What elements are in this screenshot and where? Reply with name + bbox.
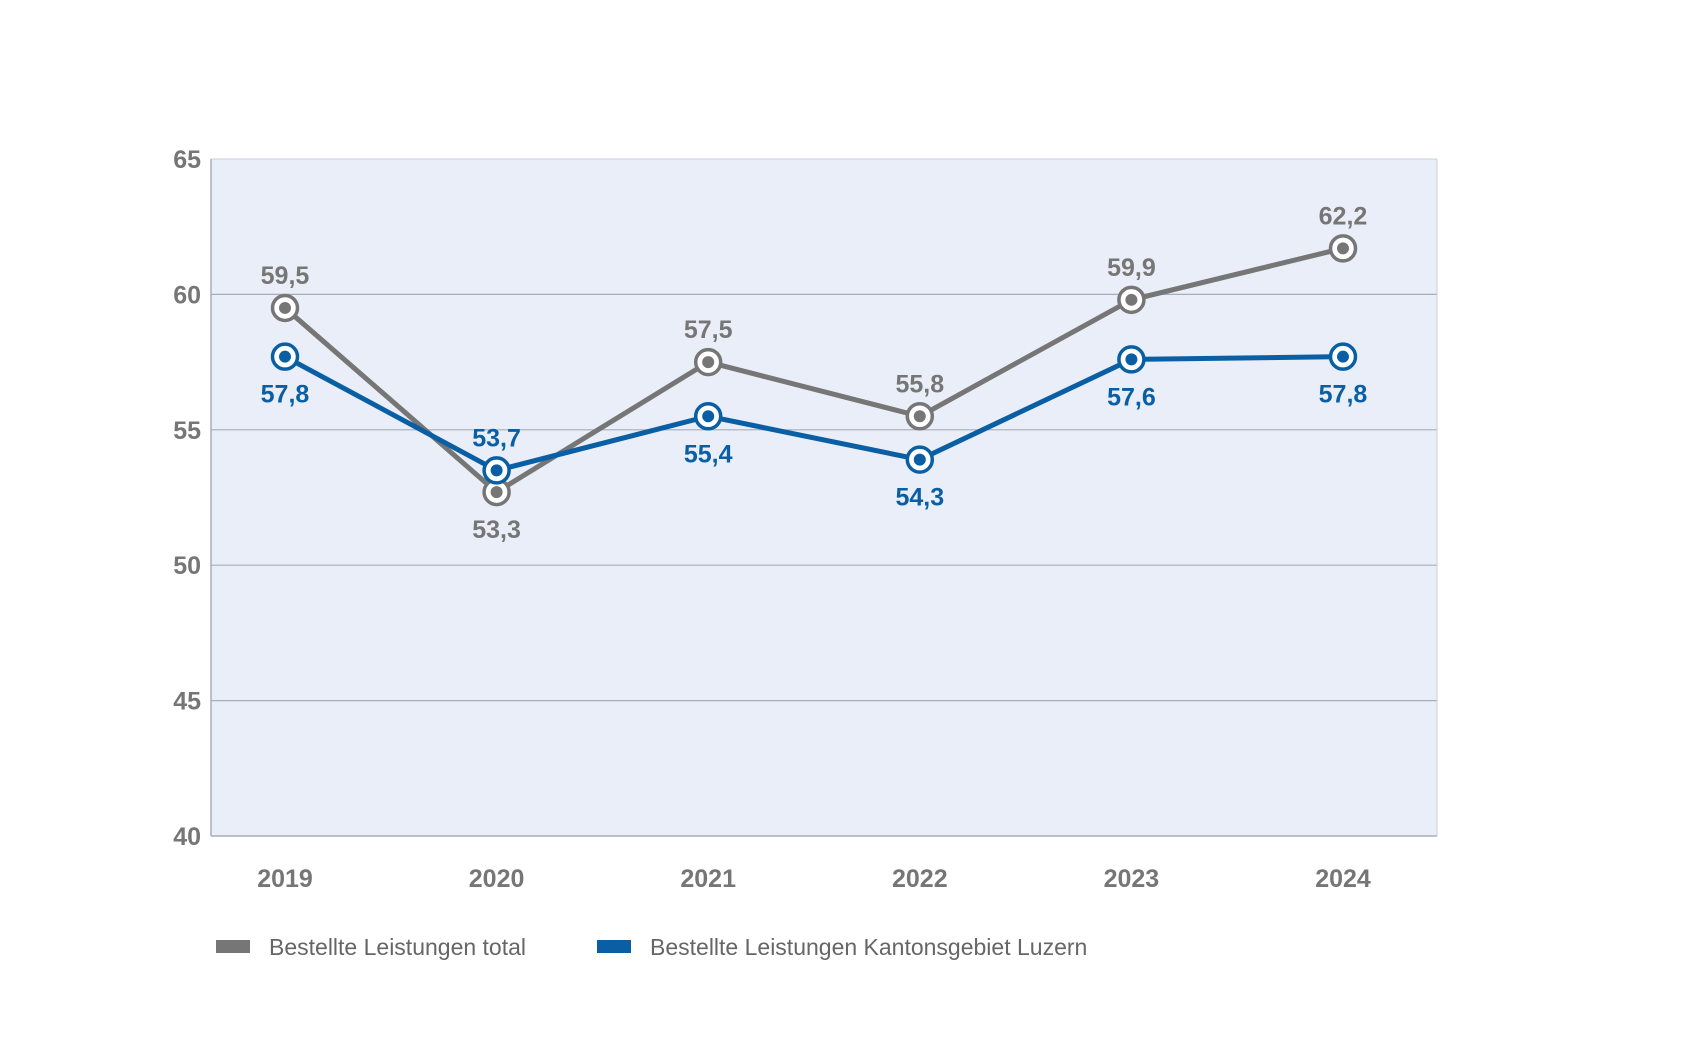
plot-background bbox=[211, 159, 1437, 836]
legend: Bestellte Leistungen total Bestellte Leis… bbox=[216, 934, 1087, 960]
x-tick-label: 2024 bbox=[1315, 865, 1371, 893]
data-label: 53,7 bbox=[472, 424, 521, 452]
y-tick-label: 45 bbox=[173, 688, 201, 716]
series-points bbox=[270, 234, 1358, 507]
y-tick-label: 60 bbox=[173, 281, 201, 309]
data-point bbox=[693, 402, 723, 431]
data-point bbox=[1328, 342, 1358, 371]
series-line-1 bbox=[282, 354, 1346, 473]
data-label: 55,8 bbox=[895, 370, 944, 398]
data-point bbox=[905, 445, 935, 474]
data-label: 57,6 bbox=[1107, 383, 1156, 411]
data-point bbox=[1117, 285, 1146, 315]
data-point bbox=[905, 402, 935, 431]
data-point bbox=[482, 477, 511, 507]
x-tick-label: 2021 bbox=[680, 865, 736, 893]
data-point bbox=[270, 342, 300, 371]
data-label: 59,5 bbox=[261, 262, 310, 290]
gridlines bbox=[210, 158, 1438, 837]
data-label: 57,8 bbox=[1319, 381, 1368, 409]
legend-swatch bbox=[216, 940, 250, 953]
legend-item: Bestellte Leistungen total bbox=[216, 934, 526, 960]
legend-item: Bestellte Leistungen Kantonsgebiet Luzer… bbox=[597, 934, 1087, 960]
data-label: 62,2 bbox=[1319, 202, 1368, 230]
legend-label: Bestellte Leistungen Kantonsgebiet Luzer… bbox=[650, 934, 1087, 960]
x-tick-label: 2019 bbox=[257, 865, 313, 893]
data-point bbox=[1328, 234, 1358, 263]
data-label: 57,5 bbox=[684, 316, 733, 344]
x-tick-label: 2020 bbox=[469, 865, 525, 893]
y-tick-label: 65 bbox=[173, 146, 201, 174]
y-axis-tick-labels: 40 45 50 55 60 65 bbox=[173, 146, 201, 851]
series-line-0 bbox=[282, 245, 1346, 495]
data-point bbox=[270, 293, 300, 323]
data-point bbox=[482, 456, 511, 485]
data-point bbox=[693, 347, 723, 377]
series-lines bbox=[282, 245, 1346, 495]
y-tick-label: 50 bbox=[173, 552, 201, 580]
data-label: 57,8 bbox=[261, 381, 310, 409]
y-tick-label: 55 bbox=[173, 417, 201, 445]
x-tick-label: 2023 bbox=[1104, 865, 1160, 893]
x-axis-tick-labels: 2019 2020 2021 2022 2023 2024 bbox=[257, 865, 1371, 893]
y-tick-label: 40 bbox=[173, 823, 201, 851]
data-label: 54,3 bbox=[895, 484, 944, 512]
data-labels: 59,5 53,3 57,5 55,8 59,9 62,2 57,8 53,7 55,4 54,3… bbox=[261, 202, 1368, 544]
legend-swatch bbox=[597, 940, 631, 953]
data-label: 55,4 bbox=[684, 440, 733, 468]
data-label: 53,3 bbox=[472, 516, 521, 544]
data-point bbox=[1117, 345, 1146, 374]
legend-label: Bestellte Leistungen total bbox=[269, 934, 526, 960]
x-tick-label: 2022 bbox=[892, 865, 948, 893]
data-label: 59,9 bbox=[1107, 254, 1156, 282]
